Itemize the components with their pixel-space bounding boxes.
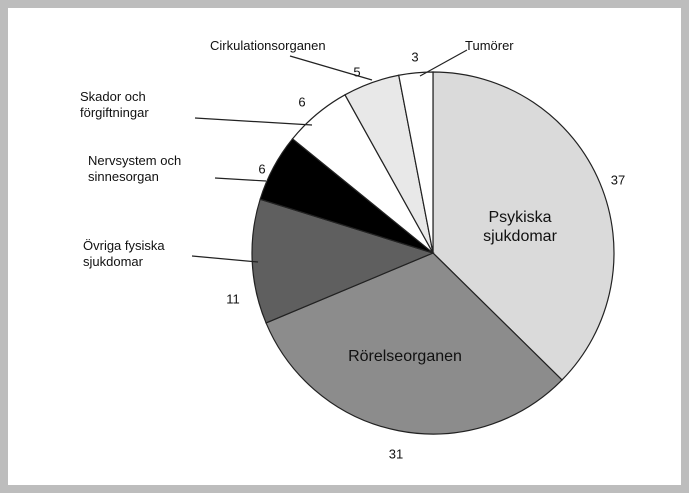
category-label-box: Psykiska sjukdomar xyxy=(483,209,557,245)
leader-line xyxy=(191,255,259,263)
value-label: 31 xyxy=(389,446,403,461)
leader-line xyxy=(289,55,373,81)
category-label: Skador och förgiftningar xyxy=(80,89,149,120)
value-label: 37 xyxy=(611,172,625,187)
pie-slice xyxy=(398,71,434,254)
category-label-box: Cirkulationsorganen xyxy=(210,38,326,53)
value-label: 5 xyxy=(353,64,360,79)
value-label: 3 xyxy=(411,49,418,64)
category-label-box: Övriga fysiska sjukdomar xyxy=(83,238,165,269)
category-label: Cirkulationsorganen xyxy=(210,38,326,53)
category-label: Nervsystem och sinnesorgan xyxy=(88,153,182,184)
category-label: Rörelseorganen xyxy=(348,348,462,365)
category-label: Tumörer xyxy=(465,38,514,53)
leader-line xyxy=(214,177,267,182)
pie-slice xyxy=(432,71,615,381)
category-label-box: Skador och förgiftningar xyxy=(80,89,149,120)
category-label: Psykiska sjukdomar xyxy=(483,209,557,245)
value-label: 11 xyxy=(226,291,240,306)
value-label: 6 xyxy=(258,161,265,176)
category-label: Övriga fysiska sjukdomar xyxy=(83,238,165,269)
leader-line xyxy=(194,117,313,126)
category-label-box: Nervsystem och sinnesorgan xyxy=(88,153,182,184)
category-label-box: Rörelseorganen xyxy=(348,348,462,365)
category-label-box: Tumörer xyxy=(465,38,514,53)
leader-line xyxy=(419,49,468,77)
value-label: 6 xyxy=(298,94,305,109)
pie-slice xyxy=(265,252,563,435)
